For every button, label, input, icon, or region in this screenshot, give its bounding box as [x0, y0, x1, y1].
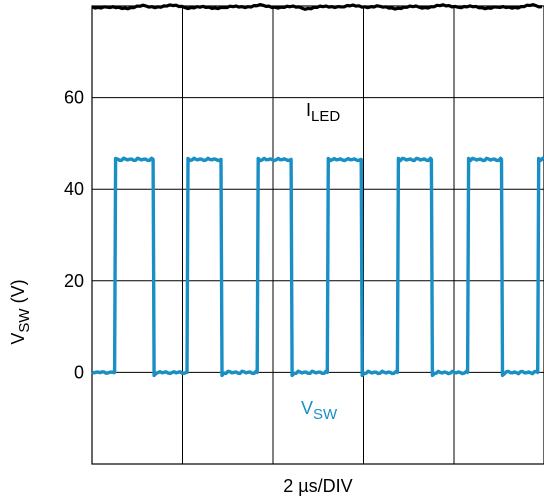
y-tick-label: 0 [74, 362, 84, 382]
y-axis-label: VSW (V) [8, 279, 33, 344]
plot-frame [91, 5, 544, 465]
series [91, 2, 544, 378]
x-axis-label: 2 µs/DIV [283, 476, 352, 496]
series-label-vsw: VSW [301, 398, 338, 423]
iled-trace [91, 2, 543, 11]
y-tick-label: 40 [64, 179, 84, 199]
vsw-trace [91, 156, 544, 378]
grid [91, 5, 544, 465]
y-tick-label: 20 [64, 271, 84, 291]
series-label-iled: ILED [306, 100, 340, 125]
y-tick-label: 60 [64, 88, 84, 108]
y-axis-ticks: 0 20 40 60 [64, 88, 84, 383]
